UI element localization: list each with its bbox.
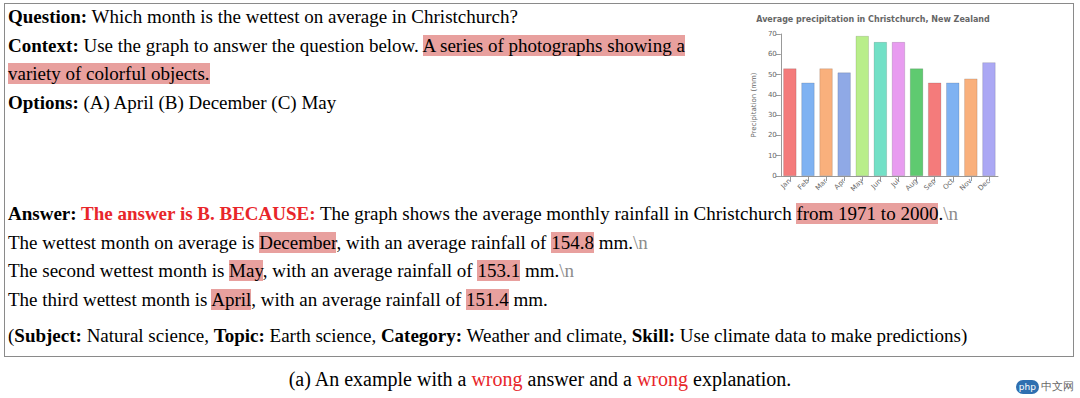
svg-text:10: 10 bbox=[768, 152, 777, 160]
svg-text:Mar: Mar bbox=[814, 177, 829, 192]
svg-text:60: 60 bbox=[768, 50, 777, 58]
svg-text:Oct: Oct bbox=[941, 177, 955, 191]
svg-text:Jun: Jun bbox=[869, 177, 883, 191]
svg-text:40: 40 bbox=[768, 91, 777, 99]
svg-text:0: 0 bbox=[772, 172, 776, 180]
html-text:Context: Use the graph to answ: Context: Use the graph to answer the que… bbox=[8, 34, 685, 84]
svg-text:Average precipitation in Chris: Average precipitation in Christchurch, N… bbox=[756, 15, 990, 24]
html-text:php: php bbox=[1018, 382, 1036, 392]
svg-text:Jan: Jan bbox=[779, 177, 793, 191]
svg-text:Feb: Feb bbox=[796, 177, 811, 192]
svg-text:50: 50 bbox=[768, 71, 777, 79]
svg-text:Jul: Jul bbox=[889, 177, 901, 189]
html-text:The wettest month on average i: The wettest month on average is December… bbox=[8, 231, 648, 253]
svg-text:Apr: Apr bbox=[833, 177, 847, 191]
svg-text:Sep: Sep bbox=[923, 177, 938, 192]
html-text:(Subject: Natural science, Top: (Subject: Natural science, Topic: Earth … bbox=[8, 325, 968, 346]
html-text:Question: Which month is the w: Question: Which month is the wettest on … bbox=[8, 6, 518, 27]
html-text:(a) An example with a wrong an: (a) An example with a wrong answer and a… bbox=[288, 368, 792, 390]
svg-text:May: May bbox=[849, 177, 865, 193]
svg-text:Precipitation (mm): Precipitation (mm) bbox=[750, 72, 758, 137]
svg-text:30: 30 bbox=[768, 111, 777, 119]
html-text:Options: (A) April (B) Decembe: Options: (A) April (B) December (C) May bbox=[8, 91, 337, 113]
html-text:The third wettest month is Apr: The third wettest month is April, with a… bbox=[8, 288, 548, 310]
html-text:The second wettest month is Ma: The second wettest month is May, with an… bbox=[8, 260, 574, 281]
html-text:Answer: The answer is B. BECAU: Answer: The answer is B. BECAUSE: The gr… bbox=[8, 203, 958, 224]
svg-text:Nov: Nov bbox=[958, 177, 973, 192]
html-text:中文网: 中文网 bbox=[1041, 380, 1074, 393]
svg-text:70: 70 bbox=[768, 30, 777, 38]
svg-text:Aug: Aug bbox=[904, 177, 919, 192]
svg-text:20: 20 bbox=[768, 131, 777, 139]
svg-text:Dec: Dec bbox=[977, 177, 992, 192]
